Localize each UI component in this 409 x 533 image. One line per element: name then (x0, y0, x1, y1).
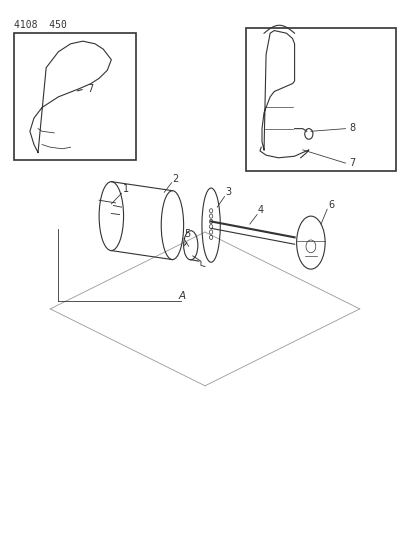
Text: 7: 7 (349, 158, 355, 168)
Text: 8: 8 (349, 123, 355, 133)
Bar (13, 33, 135, 160)
Text: 4108  450: 4108 450 (13, 20, 66, 30)
Text: 5: 5 (184, 229, 191, 239)
Bar (245, 28, 396, 171)
Text: 2: 2 (172, 174, 178, 184)
Text: 3: 3 (225, 188, 231, 197)
Text: 4: 4 (257, 206, 263, 215)
Text: 6: 6 (327, 200, 333, 210)
Text: 1: 1 (122, 184, 128, 194)
Text: 7: 7 (87, 84, 93, 93)
Text: A: A (178, 292, 185, 301)
